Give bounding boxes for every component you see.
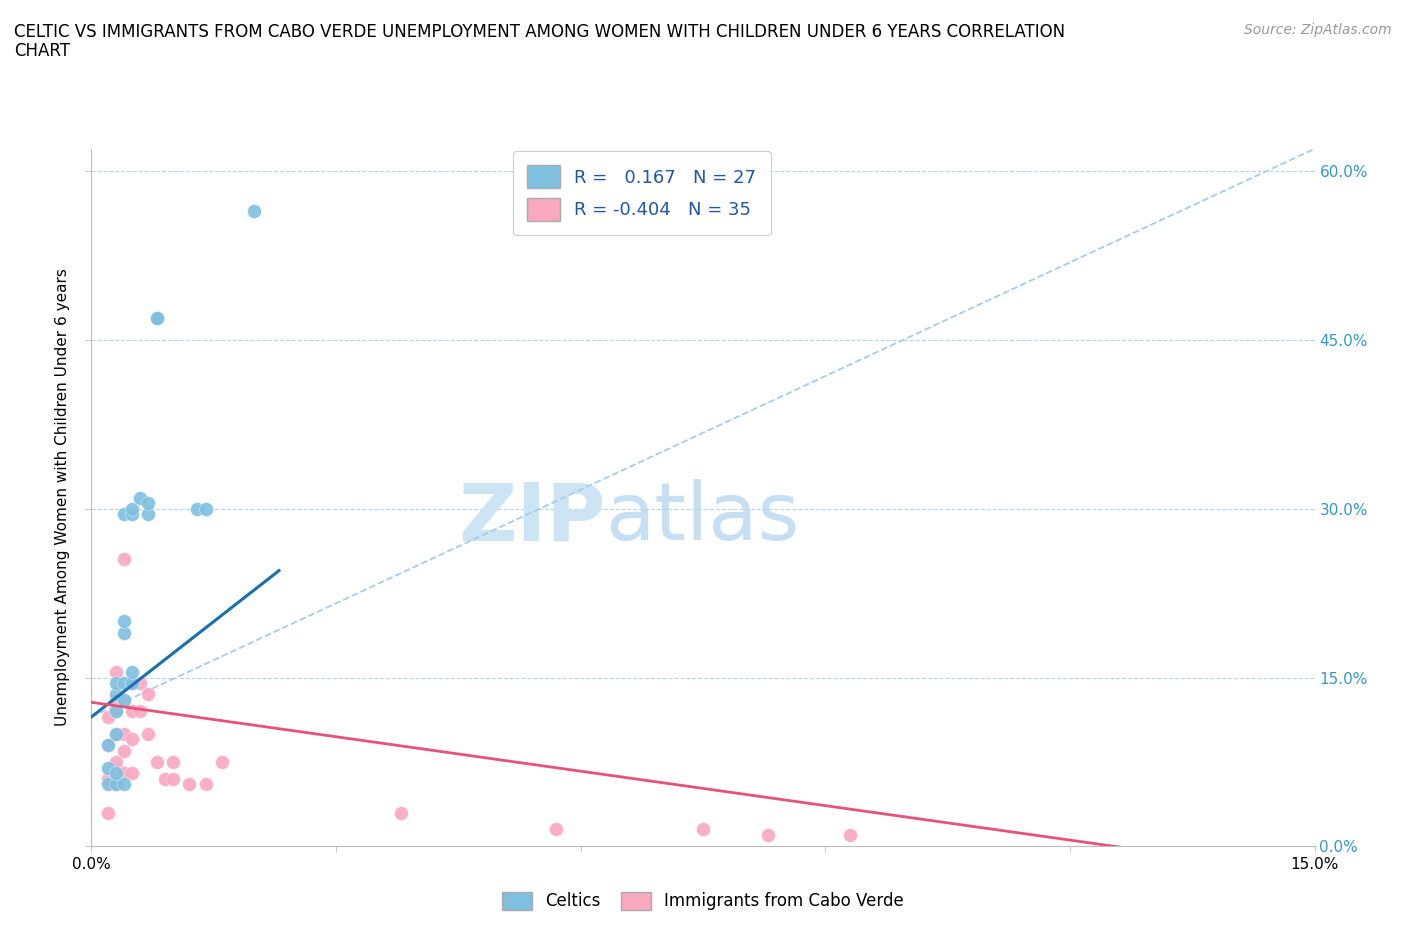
Point [112, 693, 135, 708]
Text: CHART: CHART [14, 42, 70, 60]
Point [546, 822, 568, 837]
Point [138, 726, 160, 741]
Point [153, 771, 176, 786]
Point [121, 765, 143, 780]
Point [104, 704, 127, 719]
Point [97, 760, 120, 775]
Point [138, 507, 160, 522]
Point [145, 754, 167, 769]
Point [104, 704, 127, 719]
Text: CELTIC VS IMMIGRANTS FROM CABO VERDE UNEMPLOYMENT AMONG WOMEN WITH CHILDREN UNDE: CELTIC VS IMMIGRANTS FROM CABO VERDE UNE… [14, 23, 1066, 41]
Text: Source: ZipAtlas.com: Source: ZipAtlas.com [1244, 23, 1392, 37]
Point [121, 676, 143, 691]
Text: ZIP: ZIP [458, 480, 605, 557]
Point [97, 805, 120, 820]
Point [112, 552, 135, 567]
Point [121, 732, 143, 747]
Point [389, 805, 412, 820]
Text: atlas: atlas [605, 480, 800, 557]
Point [145, 310, 167, 325]
Point [121, 507, 143, 522]
Point [129, 676, 152, 691]
Legend: R =   0.167   N = 27, R = -0.404   N = 35: R = 0.167 N = 27, R = -0.404 N = 35 [513, 151, 770, 235]
Point [179, 777, 201, 791]
Point [121, 665, 143, 680]
Point [121, 704, 143, 719]
Point [104, 676, 127, 691]
Point [162, 771, 184, 786]
Point [138, 687, 160, 702]
Point [838, 828, 860, 843]
Point [194, 777, 217, 791]
Point [112, 625, 135, 640]
Point [112, 777, 135, 791]
Point [121, 501, 143, 516]
Legend: Celtics, Immigrants from Cabo Verde: Celtics, Immigrants from Cabo Verde [495, 885, 911, 917]
Point [112, 693, 135, 708]
Point [97, 737, 120, 752]
Point [104, 777, 127, 791]
Point [97, 777, 120, 791]
Point [97, 737, 120, 752]
Point [112, 726, 135, 741]
Point [112, 676, 135, 691]
Point [138, 496, 160, 511]
Point [243, 204, 266, 219]
Point [97, 710, 120, 724]
Point [186, 501, 208, 516]
Point [112, 507, 135, 522]
Point [104, 687, 127, 702]
Point [145, 310, 167, 325]
Point [104, 726, 127, 741]
Point [97, 771, 120, 786]
Point [121, 676, 143, 691]
Point [692, 822, 714, 837]
Point [104, 754, 127, 769]
Point [211, 754, 233, 769]
Point [104, 765, 127, 780]
Point [162, 754, 184, 769]
Point [112, 743, 135, 758]
Point [104, 777, 127, 791]
Point [104, 693, 127, 708]
Point [756, 828, 779, 843]
Point [129, 704, 152, 719]
Point [129, 490, 152, 505]
Y-axis label: Unemployment Among Women with Children Under 6 years: Unemployment Among Women with Children U… [55, 269, 70, 726]
Point [112, 765, 135, 780]
Point [104, 726, 127, 741]
Point [112, 614, 135, 629]
Point [104, 665, 127, 680]
Point [194, 501, 217, 516]
